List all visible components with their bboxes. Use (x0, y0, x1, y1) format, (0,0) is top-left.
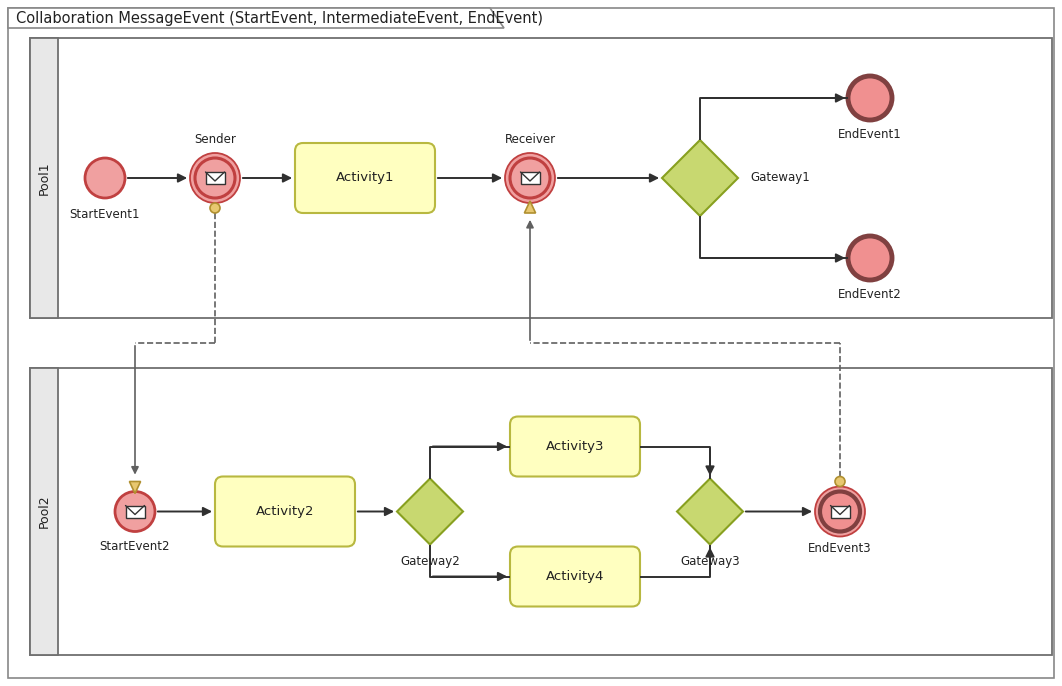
Circle shape (115, 491, 155, 532)
Text: Pool2: Pool2 (37, 495, 51, 528)
Text: Activity3: Activity3 (546, 440, 604, 453)
Text: Gateway1: Gateway1 (750, 172, 809, 185)
Text: EndEvent3: EndEvent3 (808, 541, 872, 554)
Text: Gateway2: Gateway2 (400, 554, 460, 567)
Circle shape (506, 153, 555, 203)
Circle shape (847, 76, 892, 120)
Text: Receiver: Receiver (504, 133, 555, 146)
Circle shape (210, 203, 220, 213)
Bar (30, 38, 1052, 318)
Text: StartEvent2: StartEvent2 (100, 539, 170, 552)
Polygon shape (130, 482, 140, 493)
Polygon shape (525, 201, 535, 213)
Text: Gateway3: Gateway3 (680, 554, 740, 567)
Text: EndEvent1: EndEvent1 (838, 128, 902, 141)
Circle shape (190, 153, 240, 203)
Text: EndEvent2: EndEvent2 (838, 288, 902, 301)
Text: Sender: Sender (194, 133, 236, 146)
Bar (206, 172, 224, 184)
Text: Activity2: Activity2 (256, 505, 314, 518)
Text: Collaboration MessageEvent (StartEvent, IntermediateEvent, EndEvent): Collaboration MessageEvent (StartEvent, … (16, 10, 543, 25)
Circle shape (820, 491, 860, 532)
Text: Activity1: Activity1 (336, 172, 394, 185)
Bar (830, 506, 850, 517)
Text: StartEvent1: StartEvent1 (70, 208, 140, 221)
Circle shape (85, 158, 125, 198)
Circle shape (835, 477, 845, 486)
FancyBboxPatch shape (215, 477, 355, 547)
Polygon shape (676, 479, 743, 545)
FancyBboxPatch shape (510, 416, 640, 477)
FancyBboxPatch shape (510, 547, 640, 606)
Bar (520, 172, 539, 184)
Circle shape (195, 158, 235, 198)
Bar (30, 368, 1052, 655)
Text: Pool1: Pool1 (37, 161, 51, 195)
Bar (30, 368, 58, 655)
Polygon shape (397, 479, 463, 545)
Circle shape (815, 486, 866, 536)
Circle shape (847, 236, 892, 280)
Bar (30, 38, 58, 318)
Polygon shape (662, 140, 738, 216)
Bar (125, 506, 144, 517)
FancyBboxPatch shape (295, 143, 435, 213)
Polygon shape (8, 8, 504, 28)
Text: Activity4: Activity4 (546, 570, 604, 583)
Circle shape (510, 158, 550, 198)
